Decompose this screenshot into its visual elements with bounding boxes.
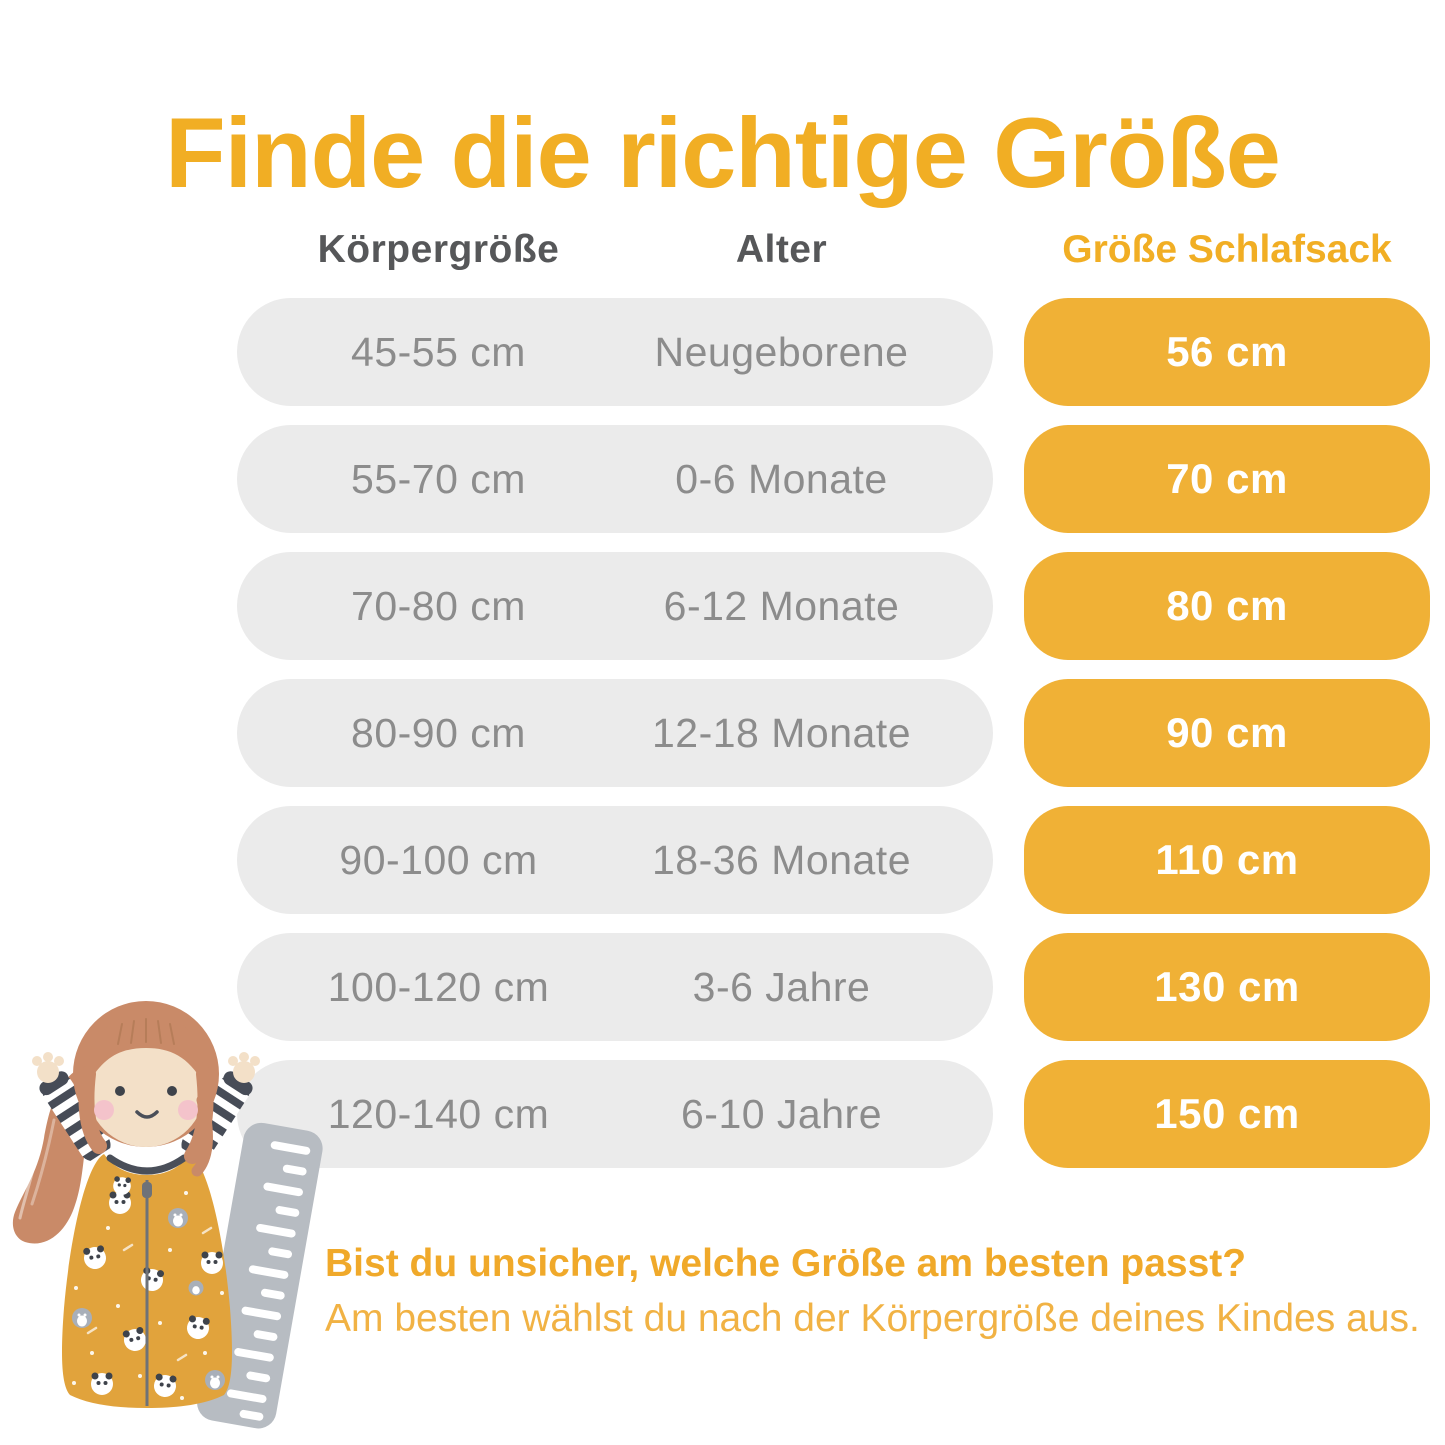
gray-critter-icon	[72, 1208, 225, 1390]
cheek-left	[94, 1100, 114, 1120]
girl-sleeping-bag-illustration	[12, 1001, 323, 1429]
age-value: 12-18 Monate	[651, 709, 911, 756]
age-value: 3-6 Jahre	[692, 963, 871, 1010]
sleeping-bag-size-pill: 90 cm	[1024, 679, 1430, 787]
body-height-value: 70-80 cm	[351, 582, 526, 629]
age-value: Neugeborene	[654, 328, 909, 375]
header-sleeping-bag-size: Größe Schlafsack	[1062, 228, 1392, 271]
smile	[135, 1110, 159, 1119]
sleeping-bag-size-pill: 70 cm	[1024, 425, 1430, 533]
footer-question: Bist du unsicher, welche Größe am besten…	[325, 1242, 1247, 1285]
height-age-pill: 90-100 cm 18-36 Monate	[237, 806, 993, 914]
table-row: 70-80 cm 6-12 Monate 80 cm	[237, 552, 1430, 660]
body-height-value: 80-90 cm	[351, 709, 526, 756]
girl-head	[73, 1001, 219, 1177]
height-age-pill: 45-55 cm Neugeborene	[237, 298, 993, 406]
table-row: 45-55 cm Neugeborene 56 cm	[237, 298, 1430, 406]
table-row: 100-120 cm 3-6 Jahre 130 cm	[237, 933, 1430, 1041]
age-value: 0-6 Monate	[675, 455, 888, 502]
panda-pattern-icon	[83, 1176, 223, 1397]
header-age: Alter	[735, 228, 828, 271]
sleeping-bag	[62, 1154, 232, 1408]
eye-right	[167, 1086, 177, 1096]
age-value: 6-12 Monate	[663, 582, 900, 629]
height-age-pill: 100-120 cm 3-6 Jahre	[237, 933, 993, 1041]
table-row: 55-70 cm 0-6 Monate 70 cm	[237, 425, 1430, 533]
height-age-pill: 55-70 cm 0-6 Monate	[237, 425, 993, 533]
age-value: 18-36 Monate	[651, 836, 911, 883]
height-age-pill: 80-90 cm 12-18 Monate	[237, 679, 993, 787]
sleeping-bag-size-pill: 110 cm	[1024, 806, 1430, 914]
page-title: Finde die richtige Größe	[165, 97, 1281, 209]
footer-note: Bist du unsicher, welche Größe am besten…	[325, 1242, 1435, 1341]
body-height-value: 55-70 cm	[351, 455, 526, 502]
table-header: Körpergröße Alter Größe Schlafsack	[237, 224, 1430, 276]
collar	[106, 1154, 188, 1175]
sleeping-bag-size-pill: 80 cm	[1024, 552, 1430, 660]
header-body-height: Körpergröße	[317, 228, 560, 271]
sleeping-bag-size-pill: 56 cm	[1024, 298, 1430, 406]
age-value: 6-10 Jahre	[680, 1090, 882, 1137]
footer-advice: Am besten wählst du nach der Körpergröße…	[325, 1297, 1420, 1340]
body-height-value: 90-100 cm	[339, 836, 538, 883]
body-height-value: 45-55 cm	[351, 328, 526, 375]
size-table: Körpergröße Alter Größe Schlafsack 45-55…	[237, 224, 1430, 1187]
zipper-pull	[142, 1182, 152, 1198]
eye-left	[115, 1086, 125, 1096]
sleeping-bag-size-pill: 130 cm	[1024, 933, 1430, 1041]
height-age-pill: 70-80 cm 6-12 Monate	[237, 552, 993, 660]
body-height-value: 100-120 cm	[327, 963, 550, 1010]
body-height-value: 120-140 cm	[327, 1090, 550, 1137]
sleeping-bag-size-pill: 150 cm	[1024, 1060, 1430, 1168]
table-row: 120-140 cm 6-10 Jahre 150 cm	[237, 1060, 1430, 1168]
table-row: 90-100 cm 18-36 Monate 110 cm	[237, 806, 1430, 914]
cheek-right	[178, 1100, 198, 1120]
table-row: 80-90 cm 12-18 Monate 90 cm	[237, 679, 1430, 787]
height-age-pill: 120-140 cm 6-10 Jahre	[237, 1060, 993, 1168]
header-left-group: Körpergröße Alter	[237, 228, 993, 272]
